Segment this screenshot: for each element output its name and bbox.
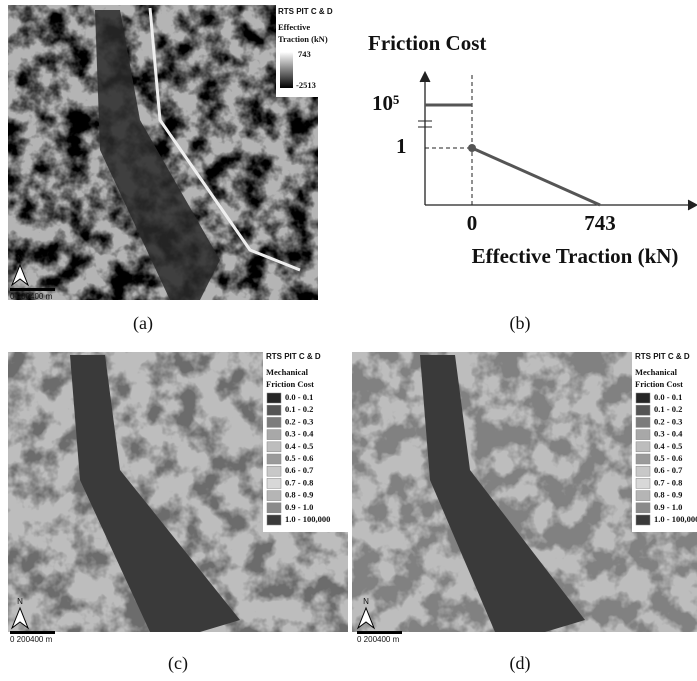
legend-class: 0.8 - 0.9 <box>654 490 682 500</box>
legend-swatch <box>267 503 281 513</box>
legend-class: 0.2 - 0.3 <box>285 416 313 426</box>
scale-label: 0 200400 m <box>10 292 53 301</box>
legend-swatch <box>636 430 650 440</box>
legend-class: 0.0 - 0.1 <box>654 392 682 402</box>
panel-caption: (d) <box>510 653 531 674</box>
legend-subtitle: Friction Cost <box>266 379 314 389</box>
scale-bar <box>10 288 55 291</box>
north-label: N <box>17 254 23 263</box>
legend-swatch <box>636 393 650 403</box>
legend-class: 0.1 - 0.2 <box>654 404 682 414</box>
legend-swatch <box>267 430 281 440</box>
legend-class: 0.5 - 0.6 <box>654 453 682 463</box>
legend-swatch <box>636 478 650 488</box>
legend-subtitle: Friction Cost <box>635 379 683 389</box>
legend-swatch <box>267 405 281 415</box>
legend-title: RTS PIT C & D <box>266 352 321 361</box>
legend-swatch <box>636 503 650 513</box>
legend-class: 0.3 - 0.4 <box>285 429 314 439</box>
panel-caption: (a) <box>133 313 153 334</box>
north-label: N <box>363 597 369 606</box>
legend-subtitle: Effective <box>278 22 310 32</box>
legend-swatch <box>636 442 650 452</box>
scale-bar <box>10 631 55 634</box>
legend-swatch <box>636 405 650 415</box>
y-axis-title: Friction Cost <box>368 31 486 55</box>
legend-subtitle: Mechanical <box>266 367 309 377</box>
legend-subtitle: Traction (kN) <box>278 34 328 44</box>
figure: (a) (b) (c) (d) 0 200400 m N 0 200400 m N 0 2004… <box>0 0 697 681</box>
chart-b <box>418 72 697 210</box>
panel-caption: (b) <box>510 313 531 334</box>
legend-swatch <box>267 466 281 476</box>
legend-class: 0.1 - 0.2 <box>285 404 313 414</box>
north-label: N <box>17 597 23 606</box>
legend-class: 0.8 - 0.9 <box>285 490 313 500</box>
legend-class: 0.4 - 0.5 <box>285 441 313 451</box>
legend-swatch <box>636 515 650 525</box>
legend-title: RTS PIT C & D <box>278 7 333 16</box>
scale-label: 0 200400 m <box>357 635 400 644</box>
map-a <box>8 5 318 300</box>
legend-class: 0.9 - 1.0 <box>654 502 682 512</box>
panel-caption: (c) <box>168 653 188 674</box>
legend-class: 1.0 - 100,000 <box>285 514 330 524</box>
legend-swatch <box>636 417 650 427</box>
legend-class: 0.5 - 0.6 <box>285 453 313 463</box>
legend-swatch <box>267 515 281 525</box>
legend-ramp <box>280 52 293 88</box>
legend-class: 0.9 - 1.0 <box>285 502 313 512</box>
legend-class: 0.7 - 0.8 <box>285 477 313 487</box>
legend-class: 0.2 - 0.3 <box>654 416 682 426</box>
legend-title: RTS PIT C & D <box>635 352 690 361</box>
legend-swatch <box>267 491 281 501</box>
legend-max: 743 <box>298 49 311 59</box>
scale-bar <box>357 631 402 634</box>
y-tick-label: 10⁵ <box>372 91 399 115</box>
legend-swatch <box>267 454 281 464</box>
legend-min: -2513 <box>296 80 316 90</box>
legend-swatch <box>636 491 650 501</box>
x-axis-title: Effective Traction (kN) <box>472 244 679 268</box>
legend-swatch <box>636 466 650 476</box>
legend-class: 0.6 - 0.7 <box>285 465 314 475</box>
legend-swatch <box>267 417 281 427</box>
legend-class: 0.3 - 0.4 <box>654 429 683 439</box>
legend-swatch <box>267 393 281 403</box>
legend-class: 0.0 - 0.1 <box>285 392 313 402</box>
legend-subtitle: Mechanical <box>635 367 678 377</box>
legend-class: 0.4 - 0.5 <box>654 441 682 451</box>
legend-class: 0.7 - 0.8 <box>654 477 682 487</box>
y-tick-label: 1 <box>396 134 407 158</box>
legend-swatch <box>636 454 650 464</box>
legend-swatch <box>267 442 281 452</box>
legend-class: 0.6 - 0.7 <box>654 465 683 475</box>
x-tick-label: 743 <box>584 211 616 235</box>
scale-label: 0 200400 m <box>10 635 53 644</box>
x-tick-label: 0 <box>467 211 478 235</box>
legend-class: 1.0 - 100,000 <box>654 514 697 524</box>
legend-swatch <box>267 478 281 488</box>
